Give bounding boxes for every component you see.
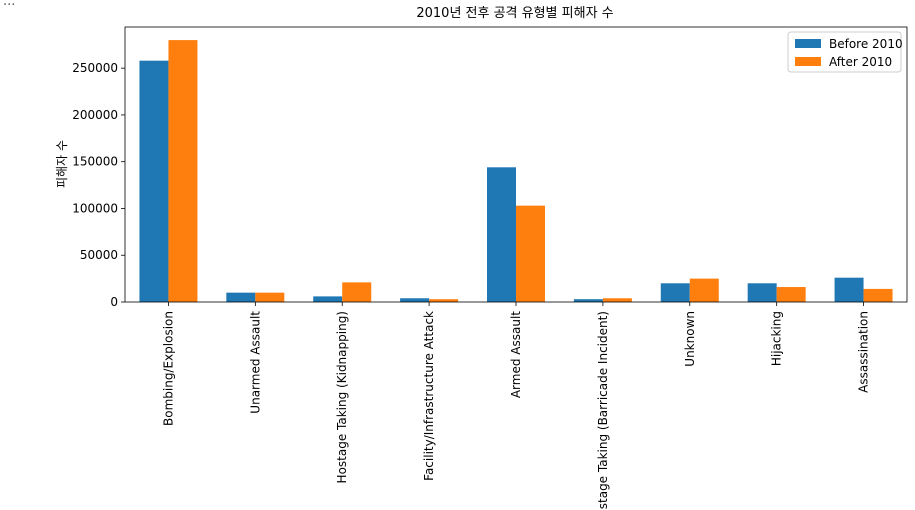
- legend: Before 2010 After 2010: [787, 31, 903, 73]
- bar: [342, 282, 372, 302]
- x-tick-label: Unarmed Assault: [248, 311, 262, 414]
- bar: [834, 277, 864, 302]
- legend-swatch: [795, 39, 821, 48]
- bar: [689, 278, 719, 302]
- bar: [747, 283, 777, 302]
- legend-swatch: [795, 57, 821, 66]
- x-tick-label: Armed Assault: [509, 311, 523, 398]
- plot-area: 0 50000 100000 150000 200000 250000 Bombing/Ex…: [72, 26, 908, 510]
- bar: [776, 287, 806, 302]
- bar: [516, 205, 545, 302]
- cell-output-marker: ...: [3, 0, 16, 9]
- y-tick-label: 0: [110, 295, 118, 309]
- y-tick-label: 100000: [72, 201, 118, 215]
- bar: [602, 298, 632, 302]
- bar: [863, 288, 893, 302]
- bar: [573, 299, 603, 302]
- y-tick-label: 50000: [80, 248, 118, 262]
- legend-label: Before 2010: [829, 37, 903, 51]
- x-tick-label: Bombing/Explosion: [161, 311, 175, 426]
- x-tick-label: Hostage Taking (Barricade Incident): [596, 311, 610, 510]
- bar: [487, 167, 516, 302]
- x-tick-label: Hijacking: [770, 311, 784, 366]
- x-tick-label: Assassination: [857, 311, 871, 393]
- x-tick-label: Facility/Infrastructure Attack: [422, 311, 436, 481]
- chart-title: 2010년 전후 공격 유형별 피해자 수: [416, 6, 613, 21]
- y-tick-label: 150000: [72, 155, 118, 169]
- bar: [168, 40, 198, 302]
- x-tick-label: Unknown: [683, 311, 697, 367]
- y-tick-label: 250000: [72, 61, 118, 75]
- bar: [226, 292, 256, 302]
- y-tick-label: 200000: [72, 108, 118, 122]
- legend-label: After 2010: [829, 55, 892, 69]
- bar: [255, 292, 285, 302]
- bar: [313, 296, 343, 302]
- x-tick-label: Hostage Taking (Kidnapping): [335, 311, 349, 483]
- bar: [400, 298, 430, 302]
- bar: [139, 60, 169, 303]
- bar: [429, 299, 459, 302]
- bar: [660, 283, 690, 302]
- y-axis-label: 피해자 수: [55, 140, 69, 188]
